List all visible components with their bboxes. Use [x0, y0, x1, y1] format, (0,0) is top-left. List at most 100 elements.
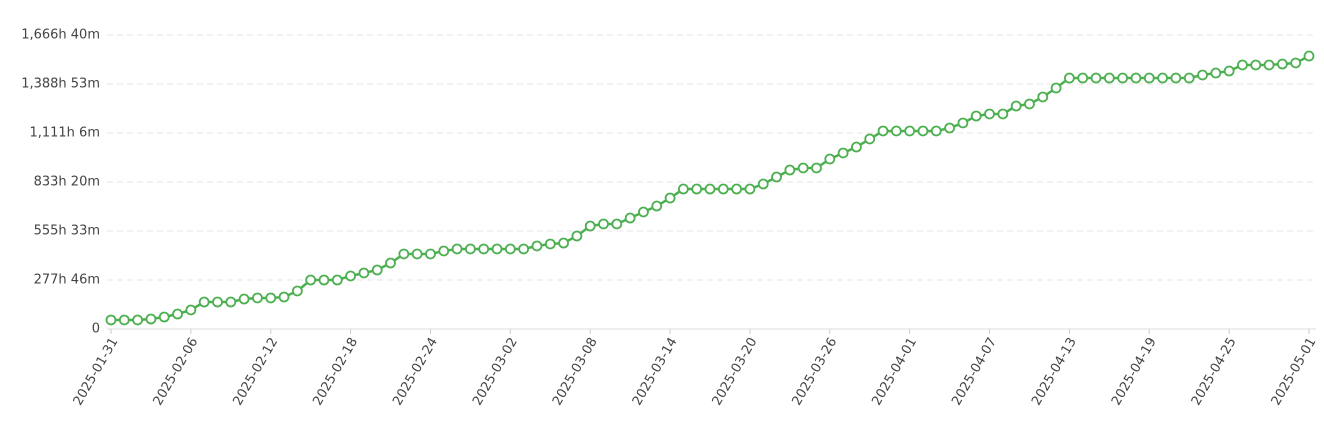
point [172, 308, 183, 320]
point [584, 220, 596, 232]
point [944, 122, 955, 134]
point [917, 125, 929, 137]
point [1064, 72, 1075, 84]
point [598, 218, 609, 230]
point [358, 267, 370, 279]
point [1117, 72, 1129, 84]
point [744, 183, 756, 195]
point [1024, 98, 1035, 110]
point [664, 192, 676, 204]
point [890, 125, 902, 137]
point [438, 245, 450, 257]
y-tick-label: 0 [92, 322, 100, 337]
x-tick-label: 2025-02-12 [230, 335, 281, 408]
point [1263, 59, 1275, 71]
point [1183, 72, 1195, 84]
y-tick-label: 833h 20m [34, 175, 100, 190]
point [1197, 69, 1208, 81]
y-tick-label: 1,388h 53m [21, 77, 100, 92]
point [504, 243, 516, 255]
point [997, 108, 1009, 120]
point [611, 218, 623, 230]
point [225, 296, 237, 308]
point [904, 125, 916, 137]
point [930, 125, 942, 137]
point [185, 304, 197, 316]
point [278, 291, 290, 303]
point [957, 117, 969, 129]
x-tick-label: 2025-03-20 [710, 335, 761, 408]
x-tick-label: 2025-04-01 [869, 335, 920, 408]
point [651, 200, 663, 212]
point [1170, 72, 1182, 84]
point [212, 296, 223, 308]
point [1303, 50, 1315, 62]
point [544, 238, 556, 250]
point [371, 264, 383, 276]
y-tick-label: 555h 33m [34, 224, 100, 239]
x-tick-label: 2025-04-07 [949, 335, 1000, 408]
x-tick-label: 2025-02-18 [310, 335, 361, 408]
point [1010, 100, 1022, 112]
x-tick-label: 2025-04-25 [1189, 335, 1240, 408]
y-tick-label: 1,111h 6m [29, 126, 100, 141]
point [425, 248, 436, 260]
point [558, 237, 569, 249]
x-tick-label: 2025-03-02 [470, 335, 521, 408]
point [717, 183, 729, 195]
point [238, 293, 250, 305]
y-tick-label: 277h 46m [34, 273, 100, 288]
point [1130, 72, 1142, 84]
point [491, 243, 503, 255]
point [984, 108, 995, 120]
point [518, 243, 530, 255]
point [624, 212, 636, 224]
x-tick-label: 2025-04-19 [1109, 335, 1160, 408]
point [571, 230, 583, 242]
point [398, 248, 410, 260]
point [464, 243, 476, 255]
point [158, 311, 170, 323]
point [638, 206, 649, 218]
point [970, 110, 982, 122]
point [305, 274, 317, 286]
point [1223, 65, 1235, 77]
point [704, 183, 716, 195]
point [252, 292, 263, 304]
point [771, 171, 782, 183]
point [198, 296, 210, 308]
point [331, 274, 343, 286]
point [877, 125, 889, 137]
point [731, 183, 743, 195]
point [811, 162, 822, 174]
x-tick-label: 2025-04-13 [1029, 335, 1080, 408]
point [291, 285, 303, 297]
point [1143, 72, 1155, 84]
x-tick-label: 2025-05-01 [1269, 335, 1320, 408]
point [132, 314, 144, 326]
point [531, 240, 543, 252]
point [1237, 59, 1248, 71]
point [691, 183, 703, 195]
point [1103, 72, 1115, 84]
point [784, 164, 796, 176]
point [145, 313, 157, 325]
point [1276, 58, 1288, 70]
x-tick-label: 2025-02-06 [151, 335, 202, 408]
x-tick-label: 2025-03-26 [790, 335, 841, 408]
point [265, 292, 277, 304]
x-tick-label: 2025-01-31 [71, 335, 122, 408]
point [824, 153, 836, 165]
x-tick-label: 2025-03-14 [630, 335, 681, 408]
point [1157, 72, 1168, 84]
point [864, 133, 876, 145]
point [757, 178, 769, 190]
point [1250, 59, 1262, 71]
point [851, 141, 862, 153]
point [385, 257, 396, 269]
point [105, 314, 117, 326]
point [1210, 67, 1222, 79]
point [318, 274, 330, 286]
point [411, 248, 423, 260]
